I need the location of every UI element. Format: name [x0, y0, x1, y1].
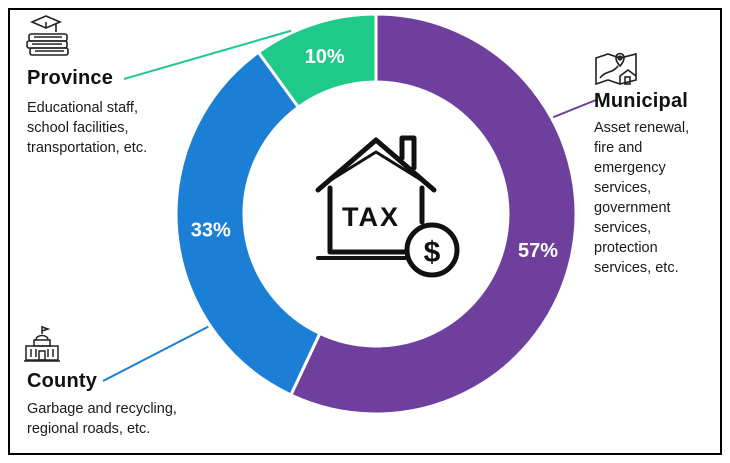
province-description: Educational staff, school facilities, tr…	[27, 98, 147, 158]
donut-slices	[174, 12, 578, 416]
municipal-desc-line: protection	[594, 240, 658, 256]
center-tax-text: TAX	[342, 202, 400, 232]
municipal-desc-line: services,	[594, 180, 652, 196]
province-desc-line: Educational staff,	[27, 100, 138, 116]
province-desc-line: transportation, etc.	[27, 140, 148, 156]
province-label-block: Province Educational staff, school facil…	[27, 67, 147, 158]
leader-line-municipal	[552, 99, 597, 119]
school-books-icon	[26, 15, 69, 56]
house-tax-dollar-icon	[315, 135, 460, 278]
center-dollar-symbol: $	[424, 236, 441, 269]
county-desc-line: regional roads, etc.	[27, 421, 151, 437]
leader-line-county	[102, 325, 209, 382]
county-description: Garbage and recycling, regional roads, e…	[27, 399, 177, 439]
slice-label-province: 10%	[305, 46, 345, 68]
county-label-block: County Garbage and recycling, regional r…	[27, 370, 177, 439]
province-title: Province	[27, 67, 114, 89]
slice-labels: 57% 33% 10%	[191, 46, 559, 262]
map-house-icon	[595, 52, 637, 86]
slice-label-county: 33%	[191, 220, 231, 242]
municipal-desc-line: fire and	[594, 140, 643, 156]
slice-municipal	[288, 12, 578, 416]
city-hall-icon	[24, 326, 60, 362]
municipal-desc-line: Asset renewal,	[594, 120, 690, 136]
slice-county	[174, 50, 322, 397]
slice-province	[256, 12, 378, 110]
municipal-desc-line: emergency	[594, 160, 666, 176]
province-desc-line: school facilities,	[27, 120, 129, 136]
municipal-label-block: Municipal Asset renewal, fire and emerge…	[594, 90, 689, 278]
municipal-desc-line: services,	[594, 220, 652, 236]
slice-label-municipal: 57%	[518, 240, 558, 262]
county-title: County	[27, 370, 98, 392]
municipal-title: Municipal	[594, 90, 689, 112]
municipal-desc-line: government	[594, 200, 671, 216]
municipal-desc-line: services, etc.	[594, 260, 679, 276]
leader-lines	[102, 29, 597, 382]
leader-line-province	[123, 29, 292, 80]
municipal-description: Asset renewal, fire and emergency servic…	[594, 118, 689, 278]
county-desc-line: Garbage and recycling,	[27, 401, 177, 417]
